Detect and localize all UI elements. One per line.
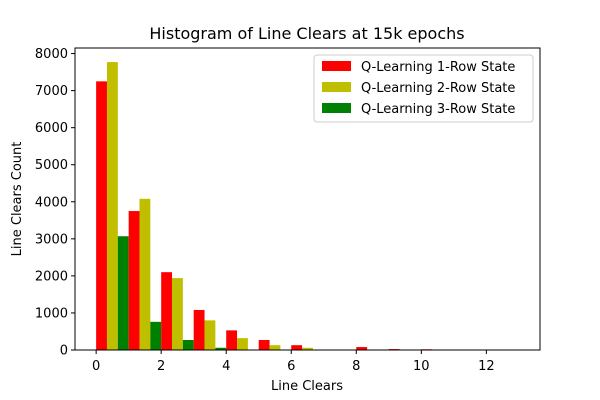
x-tick-label: 2 — [157, 359, 165, 374]
bars-group — [96, 62, 433, 350]
y-axis-label: Line Clears Count — [10, 142, 25, 257]
x-tick-label: 6 — [287, 359, 295, 374]
bar-series-1-bin-0 — [96, 81, 107, 350]
y-tick-label: 8000 — [35, 47, 68, 62]
legend: Q-Learning 1-Row State Q-Learning 2-Row S… — [313, 54, 534, 123]
bar-series-1-bin-4 — [226, 330, 238, 350]
bar-series-2-bin-4 — [237, 338, 248, 350]
y-tick-label: 7000 — [35, 84, 68, 99]
bar-series-2-bin-3 — [204, 320, 216, 350]
legend-swatch — [322, 103, 351, 113]
bar-series-3-bin-3 — [215, 347, 227, 350]
bar-series-3-bin-0 — [117, 236, 129, 350]
legend-swatch — [322, 61, 351, 71]
bar-series-3-bin-2 — [182, 339, 194, 350]
x-axis-ticks: 0 2 4 6 8 10 12 — [92, 350, 495, 374]
bar-series-1-bin-5 — [258, 339, 270, 350]
bar-series-2-bin-2 — [172, 278, 183, 350]
legend-label: Q-Learning 3-Row State — [361, 102, 515, 117]
y-tick-label: 0 — [60, 344, 68, 359]
bar-series-1-bin-6 — [291, 345, 303, 350]
y-tick-label: 5000 — [35, 158, 68, 173]
x-tick-label: 12 — [478, 359, 495, 374]
x-tick-label: 8 — [352, 359, 360, 374]
bar-series-2-bin-0 — [106, 62, 118, 350]
legend-swatch — [322, 82, 351, 92]
bar-series-1-bin-2 — [161, 272, 173, 350]
y-tick-label: 3000 — [35, 232, 68, 247]
legend-label: Q-Learning 2-Row State — [361, 81, 515, 96]
x-tick-label: 0 — [92, 359, 100, 374]
bar-series-2-bin-6 — [302, 347, 313, 350]
y-tick-label: 1000 — [35, 306, 68, 321]
bar-series-2-bin-1 — [139, 198, 151, 350]
y-axis-ticks: 0 1000 2000 3000 4000 5000 6000 7000 8000 — [35, 47, 75, 359]
y-tick-label: 4000 — [35, 195, 68, 210]
legend-box — [313, 54, 534, 123]
legend-label: Q-Learning 1-Row State — [361, 60, 515, 75]
y-tick-label: 6000 — [35, 121, 68, 136]
x-tick-label: 4 — [222, 359, 230, 374]
bar-series-1-bin-1 — [128, 211, 140, 350]
x-tick-label: 10 — [413, 359, 430, 374]
x-axis-label: Line Clears — [271, 379, 343, 394]
bar-series-2-bin-5 — [269, 345, 281, 350]
bar-series-3-bin-1 — [150, 321, 162, 350]
plot-frame — [74, 47, 541, 351]
bar-series-1-bin-3 — [193, 309, 205, 350]
chart-title: Histogram of Line Clears at 15k epochs — [149, 24, 464, 43]
bar-series-1-bin-8 — [356, 347, 368, 350]
y-tick-label: 2000 — [35, 269, 68, 284]
